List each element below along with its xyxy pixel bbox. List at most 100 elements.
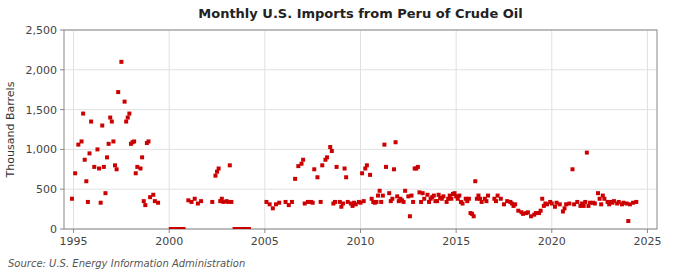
point: [99, 201, 103, 205]
tick-label: 1,500: [26, 104, 58, 117]
point: [142, 199, 146, 203]
point: [484, 199, 488, 203]
point: [300, 162, 304, 166]
point: [92, 165, 96, 169]
point: [134, 171, 138, 175]
source-note: Source: U.S. Energy Information Administ…: [8, 258, 245, 269]
point: [210, 200, 214, 204]
point: [312, 167, 316, 171]
point: [362, 199, 366, 203]
point: [473, 179, 477, 183]
point: [432, 194, 436, 198]
point: [271, 206, 275, 210]
point: [156, 201, 160, 205]
point: [626, 219, 630, 223]
point: [228, 163, 232, 167]
point: [110, 120, 114, 124]
tick: [73, 229, 74, 233]
point: [151, 193, 155, 197]
point: [381, 194, 385, 198]
point: [408, 214, 412, 218]
point: [379, 200, 383, 204]
point: [575, 200, 579, 204]
point: [111, 139, 115, 143]
point: [102, 165, 106, 169]
tick: [456, 229, 457, 233]
point: [390, 197, 394, 201]
point: [116, 90, 120, 94]
point: [193, 197, 197, 201]
point: [325, 155, 329, 159]
point: [81, 112, 85, 116]
point: [103, 191, 107, 195]
plot-frame: [64, 30, 657, 229]
point: [293, 177, 297, 181]
point: [378, 189, 382, 193]
tick-label: 2,000: [26, 64, 58, 77]
point: [582, 204, 586, 208]
point: [315, 175, 319, 179]
tick-label: 500: [36, 183, 57, 196]
grid-line: [264, 30, 265, 229]
point: [441, 194, 445, 198]
point: [593, 202, 597, 206]
tick-label: 2000: [155, 235, 183, 248]
point: [553, 205, 557, 209]
point: [634, 200, 638, 204]
point: [139, 167, 143, 171]
tick-label: 2005: [251, 235, 279, 248]
point: [599, 202, 603, 206]
point: [330, 149, 334, 153]
point: [113, 163, 117, 167]
point: [596, 191, 600, 195]
point: [343, 167, 347, 171]
point: [558, 202, 562, 206]
point: [115, 167, 119, 171]
tick-label: 1995: [60, 235, 88, 248]
point: [217, 167, 221, 171]
grid-line: [169, 30, 170, 229]
point: [539, 209, 543, 213]
point: [73, 171, 77, 175]
point: [328, 145, 332, 149]
point: [83, 158, 87, 162]
point: [583, 200, 587, 204]
point: [392, 167, 396, 171]
point: [494, 199, 498, 203]
tick: [60, 69, 64, 70]
point: [127, 112, 131, 116]
tick-label: 2025: [633, 235, 661, 248]
tick: [60, 30, 64, 31]
point: [341, 202, 345, 206]
point: [402, 200, 406, 204]
point: [87, 151, 91, 155]
point: [374, 200, 378, 204]
point: [84, 179, 88, 183]
point: [80, 139, 84, 143]
point: [320, 163, 324, 167]
point: [95, 147, 99, 151]
point: [421, 191, 425, 195]
point: [123, 100, 127, 104]
point: [411, 200, 415, 204]
tick-label: 2015: [442, 235, 470, 248]
point: [499, 197, 503, 201]
tick: [264, 229, 265, 233]
point: [140, 155, 144, 159]
point: [132, 139, 136, 143]
point: [344, 175, 348, 179]
point: [365, 163, 369, 167]
point: [89, 120, 93, 124]
tick: [60, 189, 64, 190]
point: [143, 203, 147, 207]
point: [540, 197, 544, 201]
point: [335, 165, 339, 169]
tick: [169, 229, 170, 233]
point: [97, 167, 101, 171]
tick: [360, 229, 361, 233]
tick-label: 2,500: [26, 24, 58, 37]
point: [213, 174, 217, 178]
tick: [551, 229, 552, 233]
point: [571, 167, 575, 171]
point: [472, 214, 476, 218]
